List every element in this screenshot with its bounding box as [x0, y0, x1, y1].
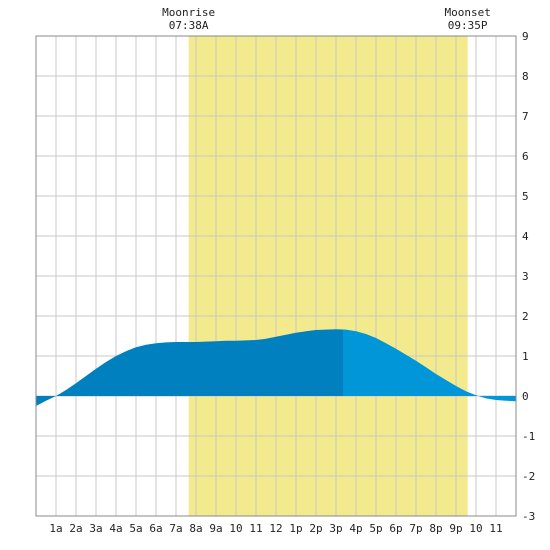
plot-frame: [35, 35, 517, 517]
y-tick-label: 9: [522, 30, 529, 43]
x-tick-label: 10: [469, 522, 482, 535]
x-tick-label: 3a: [89, 522, 102, 535]
x-tick-label: 11: [249, 522, 262, 535]
moon-annotation-time: 09:35P: [448, 19, 488, 32]
x-tick-label: 9p: [449, 522, 462, 535]
x-axis-labels: 1a 2a 3a 4a 5a 6a 7a 8a 9a 10 11 12 1p 2p 3p 4p 5p 6p 7p 8p…: [49, 522, 502, 535]
x-tick-label: 9a: [209, 522, 222, 535]
moon-annotation-title: Moonrise: [162, 6, 215, 19]
y-tick-label: 1: [522, 350, 529, 363]
moon-annotation-title: Moonset: [444, 6, 490, 19]
x-tick-label: 10: [229, 522, 242, 535]
x-tick-label: 11: [489, 522, 502, 535]
x-tick-label: 1p: [289, 522, 302, 535]
x-tick-label: 1a: [49, 522, 62, 535]
x-tick-label: 8a: [189, 522, 202, 535]
moon-annotation-time: 07:38A: [169, 19, 209, 32]
y-tick-label: 6: [522, 150, 529, 163]
x-tick-label: 7a: [169, 522, 182, 535]
y-tick-label: 3: [522, 270, 529, 283]
y-tick-label: 2: [522, 310, 529, 323]
x-tick-label: 6a: [149, 522, 162, 535]
x-tick-label: 7p: [409, 522, 422, 535]
x-tick-label: 8p: [429, 522, 442, 535]
y-tick-label: 5: [522, 190, 529, 203]
x-tick-label: 4p: [349, 522, 362, 535]
x-tick-label: 2p: [309, 522, 322, 535]
tide-area-after: [343, 329, 516, 402]
x-tick-label: 2a: [69, 522, 82, 535]
x-tick-label: 3p: [329, 522, 342, 535]
x-tick-label: 5p: [369, 522, 382, 535]
y-tick-label: 0: [522, 390, 529, 403]
y-tick-label: -1: [522, 430, 535, 443]
x-tick-label: 6p: [389, 522, 402, 535]
x-tick-label: 5a: [129, 522, 142, 535]
y-tick-label: 8: [522, 70, 529, 83]
y-tick-label: -3: [522, 510, 535, 523]
x-tick-label: 12: [269, 522, 282, 535]
tide-area: [36, 329, 516, 406]
x-tick-label: 4a: [109, 522, 122, 535]
y-tick-label: 4: [522, 230, 529, 243]
y-tick-label: 7: [522, 110, 529, 123]
y-axis-labels: -3 -2 -1 0 1 2 3 4 5 6 7 8 9: [522, 30, 535, 523]
y-tick-label: -2: [522, 470, 535, 483]
tide-area-before: [36, 329, 343, 406]
